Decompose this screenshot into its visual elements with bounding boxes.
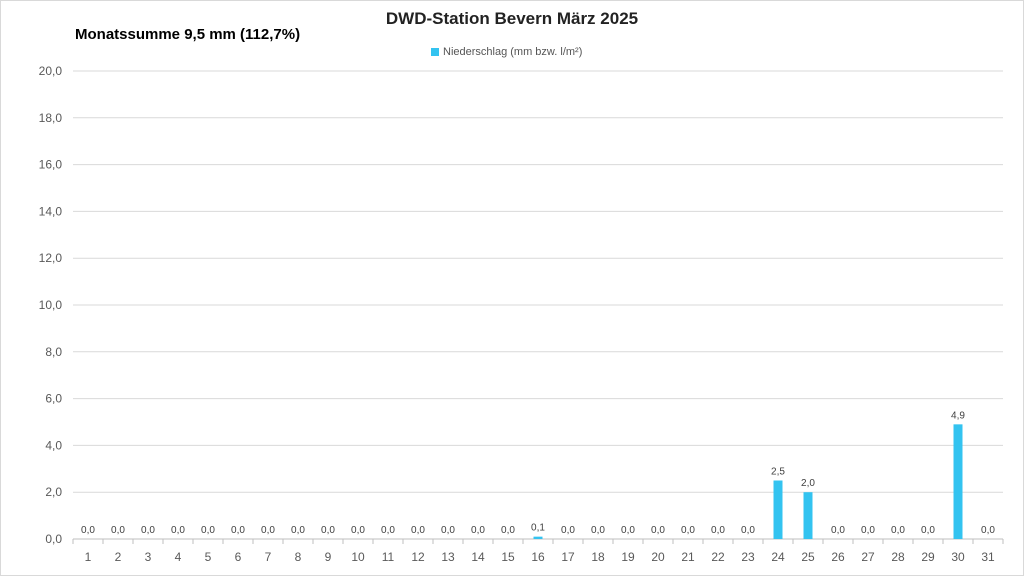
bar	[953, 424, 963, 539]
x-tick-label: 13	[441, 550, 455, 564]
x-tick-label: 21	[681, 550, 695, 564]
x-tick-label: 8	[295, 550, 302, 564]
x-tick-label: 3	[145, 550, 152, 564]
x-tick-label: 31	[981, 550, 995, 564]
data-label: 0,0	[471, 525, 485, 536]
bar	[773, 480, 783, 539]
data-label: 0,0	[381, 525, 395, 536]
data-label: 0,0	[501, 525, 515, 536]
data-label: 2,5	[771, 467, 785, 478]
x-tick-label: 2	[115, 550, 122, 564]
data-label: 0,0	[321, 525, 335, 536]
x-tick-label: 9	[325, 550, 332, 564]
data-label: 0,0	[231, 525, 245, 536]
data-label: 0,0	[561, 525, 575, 536]
data-label: 0,0	[741, 525, 755, 536]
data-label: 0,0	[921, 525, 935, 536]
x-tick-label: 27	[861, 550, 875, 564]
bar	[803, 492, 813, 539]
x-tick-label: 22	[711, 550, 725, 564]
y-tick-label: 6,0	[45, 392, 62, 406]
x-tick-label: 4	[175, 550, 182, 564]
data-label: 0,0	[831, 525, 845, 536]
data-label: 0,0	[441, 525, 455, 536]
data-label: 0,0	[141, 525, 155, 536]
x-tick-label: 18	[591, 550, 605, 564]
data-label: 0,0	[711, 525, 725, 536]
x-tick-label: 6	[235, 550, 242, 564]
y-tick-label: 20,0	[39, 64, 63, 78]
x-tick-label: 23	[741, 550, 755, 564]
x-tick-label: 7	[265, 550, 272, 564]
x-tick-label: 16	[531, 550, 545, 564]
data-label: 0,1	[531, 523, 545, 534]
y-tick-label: 8,0	[45, 345, 62, 359]
data-label: 0,0	[621, 525, 635, 536]
chart-subtitle: Monatssumme 9,5 mm (112,7%)	[75, 26, 301, 43]
x-tick-label: 17	[561, 550, 575, 564]
data-label: 0,0	[891, 525, 905, 536]
x-tick-label: 14	[471, 550, 485, 564]
y-tick-label: 16,0	[39, 158, 63, 172]
x-tick-label: 20	[651, 550, 665, 564]
data-label: 0,0	[261, 525, 275, 536]
x-tick-label: 12	[411, 550, 425, 564]
data-label: 0,0	[171, 525, 185, 536]
legend-label: Niederschlag (mm bzw. l/m²)	[443, 46, 583, 58]
y-tick-label: 0,0	[45, 532, 62, 546]
data-label: 0,0	[411, 525, 425, 536]
data-label: 0,0	[681, 525, 695, 536]
data-label: 0,0	[981, 525, 995, 536]
data-label: 2,0	[801, 478, 815, 489]
y-tick-label: 14,0	[39, 204, 63, 218]
y-tick-label: 10,0	[39, 298, 63, 312]
data-label: 0,0	[861, 525, 875, 536]
x-tick-label: 28	[891, 550, 905, 564]
x-tick-label: 29	[921, 550, 935, 564]
y-tick-label: 12,0	[39, 251, 63, 265]
x-tick-label: 11	[382, 550, 395, 564]
x-tick-label: 30	[951, 550, 965, 564]
data-label: 0,0	[651, 525, 665, 536]
chart-title: DWD-Station Bevern März 2025	[385, 9, 639, 28]
legend-swatch	[431, 48, 439, 56]
data-label: 0,0	[111, 525, 125, 536]
data-label: 4,9	[951, 410, 965, 421]
y-tick-label: 2,0	[45, 485, 62, 499]
data-label: 0,0	[81, 525, 95, 536]
y-tick-label: 4,0	[45, 438, 62, 452]
x-tick-label: 19	[621, 550, 635, 564]
x-tick-label: 15	[501, 550, 515, 564]
x-tick-label: 5	[205, 550, 212, 564]
data-label: 0,0	[591, 525, 605, 536]
data-label: 0,0	[201, 525, 215, 536]
x-tick-label: 10	[351, 550, 365, 564]
x-tick-label: 1	[85, 550, 92, 564]
data-label: 0,0	[291, 525, 305, 536]
x-tick-label: 26	[831, 550, 845, 564]
data-label: 0,0	[351, 525, 365, 536]
y-tick-label: 18,0	[39, 111, 63, 125]
x-tick-label: 24	[771, 550, 785, 564]
bar	[533, 536, 543, 539]
x-tick-label: 25	[801, 550, 815, 564]
legend: Niederschlag (mm bzw. l/m²)	[431, 46, 582, 58]
